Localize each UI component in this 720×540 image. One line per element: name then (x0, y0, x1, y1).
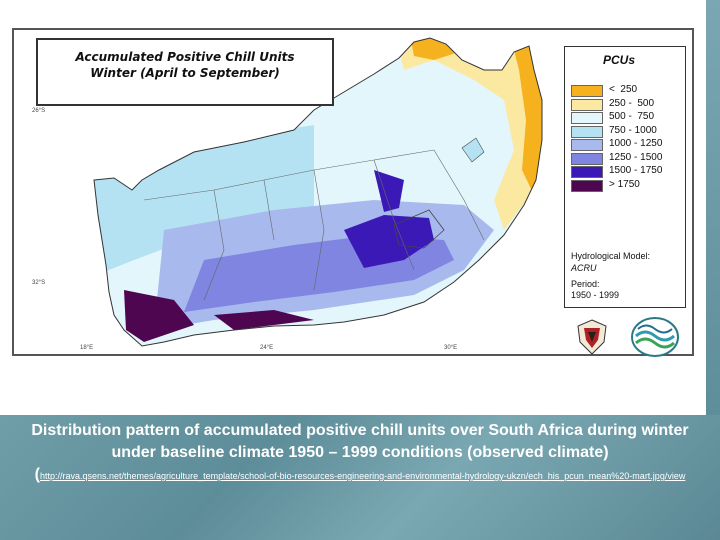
legend-label: 750 - 1000 (609, 124, 657, 136)
legend-period-value: 1950 - 1999 (571, 290, 620, 300)
legend-label: 500 - 750 (609, 111, 655, 122)
legend-label: < 250 (609, 84, 638, 95)
coord-lon-right: 30°E (444, 345, 458, 351)
map-title-line-1: Accumulated Positive Chill Units (75, 50, 295, 64)
coord-lon-mid: 24°E (260, 345, 274, 351)
crest-logo (577, 319, 607, 355)
water-logo (631, 317, 679, 357)
legend-label: 1500 - 1750 (609, 165, 663, 176)
legend-label: 250 - 500 (609, 97, 655, 109)
legend-model-name: ACRU (571, 263, 597, 273)
legend-swatch (571, 98, 603, 111)
coord-lat-mid: 32°S (32, 280, 46, 286)
coord-lon-left: 18°E (80, 345, 94, 351)
map-legend: PCUs < 250 250 - 500 500 - 750 750 - 1000 10… (564, 46, 686, 308)
legend-swatch (571, 152, 603, 165)
coord-lat-top: 26°S (32, 108, 46, 114)
caption-band (0, 415, 720, 540)
legend-model-label: Hydrological Model: (571, 251, 651, 261)
legend-swatch (571, 139, 603, 151)
legend-swatch (571, 179, 603, 192)
legend-swatch (571, 125, 603, 138)
map-figure: Accumulated Positive Chill Units Winter … (12, 28, 694, 357)
legend-swatch (571, 166, 603, 178)
slide-side-band (706, 0, 720, 415)
legend-swatch (571, 112, 603, 124)
map-title-box: Accumulated Positive Chill Units Winter … (36, 38, 334, 106)
caption: Distribution pattern of accumulated posi… (20, 420, 700, 487)
legend-label: 1000 - 1250 (609, 138, 663, 149)
legend-label: > 1750 (609, 178, 640, 190)
legend-swatch (571, 85, 603, 97)
caption-text: Distribution pattern of accumulated posi… (31, 422, 689, 483)
legend-label: 1250 - 1500 (609, 151, 663, 163)
caption-source-link[interactable]: http://rava.qsens.net/themes/agriculture… (39, 471, 686, 481)
legend-title: PCUs (603, 53, 636, 67)
map-title-line-2: Winter (April to September) (90, 66, 280, 80)
legend-period-label: Period: (571, 279, 600, 289)
